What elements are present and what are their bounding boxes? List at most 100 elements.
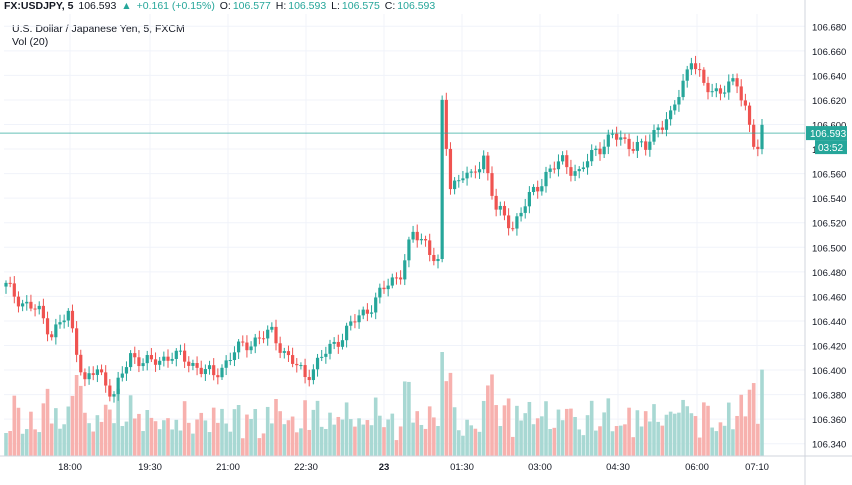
candle-body: [241, 341, 245, 343]
volume-bar: [456, 430, 461, 456]
volume-bar: [278, 411, 282, 456]
candle-body: [324, 353, 328, 357]
candle-body: [627, 138, 631, 150]
volume-bar: [706, 405, 710, 456]
candle-body: [295, 363, 299, 366]
candle-body: [33, 308, 37, 310]
candle-body: [569, 167, 573, 176]
volume-bar: [41, 403, 46, 456]
volume-bar: [693, 416, 698, 456]
volume-bar: [141, 431, 145, 456]
candle-body: [619, 137, 623, 140]
volume-bar: [149, 417, 154, 456]
volume-bar: [199, 412, 204, 456]
volume-bar: [49, 423, 54, 456]
volume-bar: [581, 435, 586, 456]
volume-bar: [743, 416, 748, 456]
volume-bar: [535, 418, 540, 456]
volume-bar: [747, 389, 752, 456]
volume-bar: [726, 402, 731, 456]
candle-body: [623, 137, 627, 139]
volume-bar: [369, 425, 374, 456]
volume-bar: [407, 381, 411, 456]
candle-body: [216, 375, 220, 378]
y-tick-label: 106.400: [812, 366, 846, 377]
candle-body: [523, 206, 527, 213]
x-tick-label: 23: [379, 462, 390, 473]
candles: [4, 55, 764, 403]
y-tick-label: 106.460: [812, 292, 846, 303]
volume-bar: [311, 409, 316, 456]
candle-body: [669, 110, 673, 120]
volume-bar: [502, 405, 507, 456]
volume-bar: [411, 422, 415, 456]
volume-bar: [639, 426, 644, 456]
volume-bar: [423, 428, 428, 456]
low-value: 106.575: [341, 0, 380, 12]
candle-body: [266, 329, 270, 339]
volume-bar: [739, 394, 744, 456]
candle-body: [428, 240, 432, 255]
y-tick-label: 106.420: [812, 342, 846, 353]
candle-body: [752, 124, 756, 147]
candle-body: [340, 340, 345, 347]
candle-body: [444, 99, 448, 149]
volume-bar: [182, 401, 187, 456]
volume-bar: [37, 432, 42, 456]
volume-bar: [170, 429, 174, 456]
y-tick-label: 106.520: [812, 219, 846, 230]
volume-bar: [685, 406, 690, 456]
countdown-tag-text: 03:52: [818, 143, 843, 154]
candle-body: [149, 355, 153, 360]
x-tick-label: 18:00: [58, 462, 82, 473]
candle-body: [577, 169, 581, 172]
candle-body: [760, 124, 764, 150]
volume-bar: [643, 411, 648, 456]
volume-bar: [332, 424, 336, 456]
candle-body: [87, 373, 91, 380]
y-tick-label: 106.360: [812, 415, 846, 426]
grid-lines: [4, 14, 805, 456]
candle-body: [469, 171, 473, 173]
candle-body: [457, 180, 461, 182]
volume-bar: [344, 402, 349, 456]
volume-bar: [74, 374, 79, 456]
candle-body: [436, 259, 440, 262]
candle-body: [477, 169, 482, 173]
volume-bar: [689, 413, 694, 456]
candle-body: [16, 296, 21, 307]
y-tick-label: 106.380: [812, 391, 846, 402]
volume-bar: [436, 426, 440, 456]
volume-bar: [340, 419, 345, 456]
volume-bar: [112, 423, 116, 456]
volume-bar: [544, 401, 548, 456]
volume-bar: [207, 432, 212, 456]
y-tick-label: 106.560: [812, 170, 846, 181]
candle-body: [270, 326, 274, 330]
x-tick-label: 22:30: [294, 462, 318, 473]
candle-body: [581, 167, 585, 170]
candle-body: [311, 369, 315, 381]
volume-bar: [162, 420, 166, 456]
volume-bar: [8, 430, 12, 456]
volume-legend[interactable]: Vol (20): [12, 36, 49, 48]
volume-bar: [58, 428, 62, 456]
candle-body: [536, 186, 540, 192]
symbol-label[interactable]: FX:USDJPY, 5: [4, 0, 74, 12]
candle-body: [440, 99, 444, 260]
candle-body: [540, 186, 544, 192]
candle-body: [116, 377, 120, 395]
volume-bar: [660, 425, 665, 456]
candle-body: [378, 287, 382, 298]
volume-bar: [253, 409, 258, 456]
x-tick-label: 19:30: [138, 462, 162, 473]
volume-bar: [290, 416, 295, 456]
volume-bar: [527, 401, 532, 456]
volume-bar: [357, 418, 361, 456]
candle-body: [407, 239, 411, 261]
close-label: C:: [384, 0, 396, 12]
candle-body: [8, 282, 12, 284]
candle-body: [652, 130, 656, 142]
